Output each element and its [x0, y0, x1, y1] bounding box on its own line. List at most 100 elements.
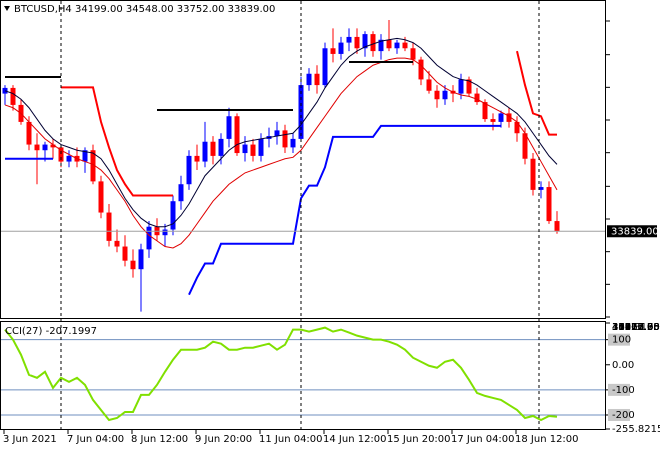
y-tick-label: 30811.95	[612, 322, 660, 333]
x-tick-label: 8 Jun 12:00	[131, 434, 188, 445]
candle-body	[490, 119, 496, 122]
y-tick-label: -255.8215	[612, 424, 660, 435]
candle-body	[530, 158, 536, 190]
indicator-title: CCI(27) -207.1997	[5, 326, 97, 337]
indicator-line	[4, 326, 558, 422]
candle-body	[210, 141, 216, 156]
candle-body	[354, 36, 360, 49]
candle-body	[386, 39, 392, 49]
candle-body	[114, 240, 120, 247]
candle-body	[426, 79, 432, 91]
candle-body	[322, 48, 328, 86]
candle-body	[346, 36, 352, 43]
candle-body	[314, 73, 320, 86]
cci-panel	[0, 321, 606, 430]
candle-body	[290, 138, 296, 148]
candle-body	[122, 246, 128, 261]
candle-body	[498, 113, 504, 122]
candle-body	[202, 141, 208, 162]
chart-title: BTCUSD,H4 34199.00 34548.00 33752.00 338…	[14, 4, 275, 15]
candle-body	[178, 184, 184, 202]
main-panel	[0, 0, 606, 319]
candle-body	[554, 221, 560, 232]
candle-body	[82, 150, 88, 162]
candle-body	[66, 155, 72, 162]
candle-body	[330, 48, 336, 54]
x-tick-label: 3 Jun 2021	[3, 434, 57, 445]
candle-body	[410, 48, 416, 60]
candle-body	[546, 187, 552, 222]
candle-body	[130, 260, 136, 270]
candle-body	[234, 116, 240, 154]
y-tick-label: 41262.60	[612, 322, 660, 333]
candle-body	[170, 201, 176, 230]
candle-body	[362, 34, 368, 49]
candle-body	[34, 144, 40, 151]
candle-body	[274, 130, 280, 137]
candle-body	[194, 155, 200, 162]
candle-body	[482, 102, 488, 120]
candle-body	[466, 79, 472, 94]
x-tick-label: 9 Jun 20:00	[195, 434, 252, 445]
candle-body	[242, 144, 248, 154]
candle-body	[106, 212, 112, 241]
candle-body	[138, 249, 144, 270]
candle-body	[474, 93, 480, 103]
candle-body	[538, 187, 544, 190]
level-label-box	[608, 383, 630, 396]
y-tick-label: 0.00	[612, 360, 634, 371]
candle-body	[218, 138, 224, 156]
y-tick-label: 166.3138	[612, 322, 660, 333]
x-tick-label: 7 Jun 04:00	[67, 434, 124, 445]
y-tick-label: 36613.65	[612, 322, 660, 333]
indicator-line	[4, 37, 558, 228]
candle-body	[26, 121, 32, 145]
y-tick-label: 33118.65	[612, 322, 660, 333]
y-tick-label: -200	[612, 410, 635, 421]
candle-body	[418, 59, 424, 80]
level-label-box	[608, 408, 630, 421]
x-tick-label: 17 Jun 04:00	[451, 434, 515, 445]
candle-body	[10, 87, 16, 105]
candle-body	[42, 144, 48, 151]
y-tick-label: 37767.00	[612, 322, 660, 333]
candle-body	[338, 42, 344, 54]
candle-body	[282, 130, 288, 148]
candle-body	[162, 229, 168, 236]
y-tick-label: 34272.00	[612, 322, 660, 333]
candle-body	[506, 113, 512, 122]
candle-body	[146, 226, 152, 250]
last-price-label: 33839.00	[611, 226, 659, 237]
level-label-box	[608, 333, 630, 346]
y-tick-label: 31965.30	[612, 322, 660, 333]
x-tick-label: 11 Jun 04:00	[259, 434, 323, 445]
y-tick-label: 100	[612, 335, 631, 346]
candle-body	[98, 181, 104, 213]
candle-body	[2, 87, 8, 94]
x-tick-label: 14 Jun 12:00	[323, 434, 387, 445]
candle-body	[50, 144, 56, 148]
last-price-box	[607, 225, 657, 238]
candle-body	[434, 90, 440, 100]
candle-body	[378, 39, 384, 52]
candle-body	[442, 90, 448, 100]
menu-icon[interactable]	[4, 6, 10, 11]
candle-body	[402, 42, 408, 49]
y-tick-label: 38920.35	[612, 322, 660, 333]
candle-body	[514, 121, 520, 134]
candle-body	[250, 144, 256, 156]
candle-body	[394, 42, 400, 49]
candle-body	[306, 73, 312, 86]
candle-body	[226, 116, 232, 139]
candle-body	[370, 34, 376, 52]
indicator-line	[5, 124, 501, 296]
x-tick-label: 18 Jun 12:00	[515, 434, 579, 445]
candle-body	[90, 150, 96, 182]
indicator-line	[61, 50, 557, 197]
x-tick-label: 15 Jun 20:00	[387, 434, 451, 445]
candle-body	[58, 147, 64, 162]
candle-body	[186, 155, 192, 185]
y-tick-label: 35425.35	[612, 322, 660, 333]
candle-body	[458, 79, 464, 94]
